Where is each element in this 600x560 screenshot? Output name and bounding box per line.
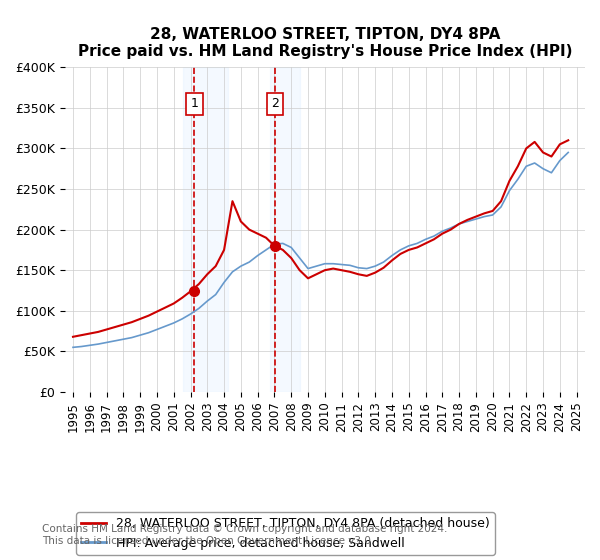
Title: 28, WATERLOO STREET, TIPTON, DY4 8PA
Price paid vs. HM Land Registry's House Pri: 28, WATERLOO STREET, TIPTON, DY4 8PA Pri… [77, 27, 572, 59]
Text: 1: 1 [190, 97, 198, 110]
28, WATERLOO STREET, TIPTON, DY4 8PA (detached house) [380, 264, 387, 271]
HPI: Average price, detached house, Sandwell: (2.01e+03, 1.6e+05): Average price, detached house, Sandwell:… [380, 259, 387, 265]
Bar [270, 67, 300, 392]
Bar [182, 67, 228, 392]
Legend: 28, WATERLOO STREET, TIPTON, DY4 8PA (detached house), HPI: Average price, detac: 28, WATERLOO STREET, TIPTON, DY4 8PA (de… [76, 512, 495, 554]
Line: 28, WATERLOO STREET, TIPTON, DY4 8PA (detached house): 28, WATERLOO STREET, TIPTON, DY4 8PA (de… [73, 140, 568, 337]
28, WATERLOO STREET, TIPTON, DY4 8PA (detached house) [70, 333, 77, 340]
HPI: Average price, detached house, Sandwell: (2e+03, 1.48e+05): Average price, detached house, Sandwell:… [229, 268, 236, 275]
28, WATERLOO STREET, TIPTON, DY4 8PA (detached house) [154, 308, 161, 315]
HPI: Average price, detached house, Sandwell: (2e+03, 5.5e+04): Average price, detached house, Sandwell:… [70, 344, 77, 351]
28, WATERLOO STREET, TIPTON, DY4 8PA (detached house) [212, 263, 219, 269]
HPI: Average price, detached house, Sandwell: (2e+03, 1.55e+05): Average price, detached house, Sandwell:… [237, 263, 244, 269]
Line: HPI: Average price, detached house, Sandwell: HPI: Average price, detached house, Sand… [73, 152, 568, 347]
HPI: Average price, detached house, Sandwell: (2e+03, 7.7e+04): Average price, detached house, Sandwell:… [154, 326, 161, 333]
Text: Contains HM Land Registry data © Crown copyright and database right 2024.
This d: Contains HM Land Registry data © Crown c… [42, 524, 448, 546]
Text: 2: 2 [271, 97, 279, 110]
HPI: Average price, detached house, Sandwell: (2e+03, 1.03e+05): Average price, detached house, Sandwell:… [195, 305, 202, 312]
28, WATERLOO STREET, TIPTON, DY4 8PA (detached house) [237, 218, 244, 225]
HPI: Average price, detached house, Sandwell: (2e+03, 1.2e+05): Average price, detached house, Sandwell:… [212, 291, 219, 298]
28, WATERLOO STREET, TIPTON, DY4 8PA (detached house) [565, 137, 572, 143]
28, WATERLOO STREET, TIPTON, DY4 8PA (detached house) [229, 198, 236, 204]
HPI: Average price, detached house, Sandwell: (2.02e+03, 2.95e+05): Average price, detached house, Sandwell:… [565, 149, 572, 156]
28, WATERLOO STREET, TIPTON, DY4 8PA (detached house) [195, 281, 202, 287]
